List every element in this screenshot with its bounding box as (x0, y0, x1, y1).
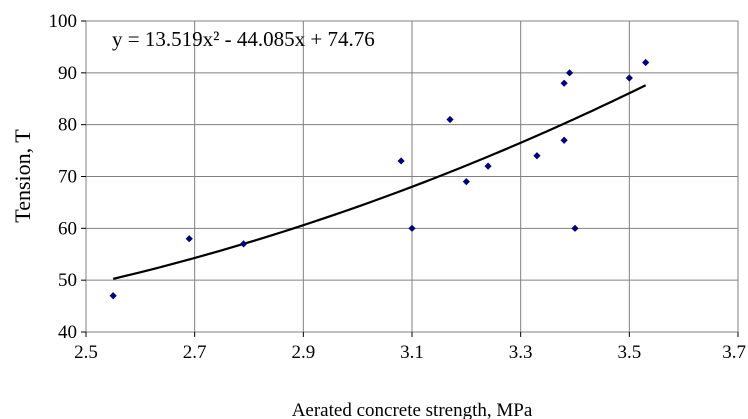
y-tick-label: 40 (58, 322, 77, 343)
data-point (446, 115, 454, 124)
x-tick-label: 3.1 (400, 342, 424, 363)
grid-lines (85, 20, 739, 333)
x-axis-title: Aerated concrete strength, MPa (292, 400, 533, 419)
trendline (112, 84, 647, 280)
data-point (565, 69, 574, 77)
y-tick-label: 100 (49, 11, 78, 32)
data-point (408, 224, 416, 232)
x-tick-label: 2.7 (183, 342, 207, 363)
data-point (239, 240, 248, 248)
trendline-equation: y = 13.519x² - 44.085x + 74.76 (112, 27, 375, 51)
x-axis-ticks: 2.5 2.7 2.9 3.1 3.3 3.5 3.7 (74, 332, 746, 363)
data-point (642, 58, 650, 67)
x-tick-label: 3.7 (722, 342, 746, 363)
data-points (109, 58, 650, 300)
x-tick-label: 2.9 (291, 342, 315, 363)
y-tick-label: 70 (58, 167, 77, 188)
data-point (109, 292, 117, 300)
y-tick-label: 50 (58, 270, 77, 291)
data-point (533, 152, 541, 160)
data-point (484, 162, 492, 170)
y-tick-label: 80 (58, 115, 77, 136)
data-point (185, 235, 193, 243)
data-point (462, 178, 470, 186)
x-tick-label: 3.5 (617, 342, 641, 363)
y-tick-label: 90 (58, 63, 77, 84)
data-point (397, 157, 405, 165)
x-tick-label: 3.3 (509, 342, 533, 363)
y-axis-title: Tension, T (10, 129, 35, 223)
y-axis-ticks: 40 50 60 70 80 90 100 (49, 11, 86, 343)
y-tick-label: 60 (58, 218, 77, 239)
data-point (560, 136, 568, 144)
data-point (571, 224, 579, 232)
x-tick-label: 2.5 (74, 342, 98, 363)
data-point (625, 74, 633, 82)
data-point (560, 79, 568, 87)
